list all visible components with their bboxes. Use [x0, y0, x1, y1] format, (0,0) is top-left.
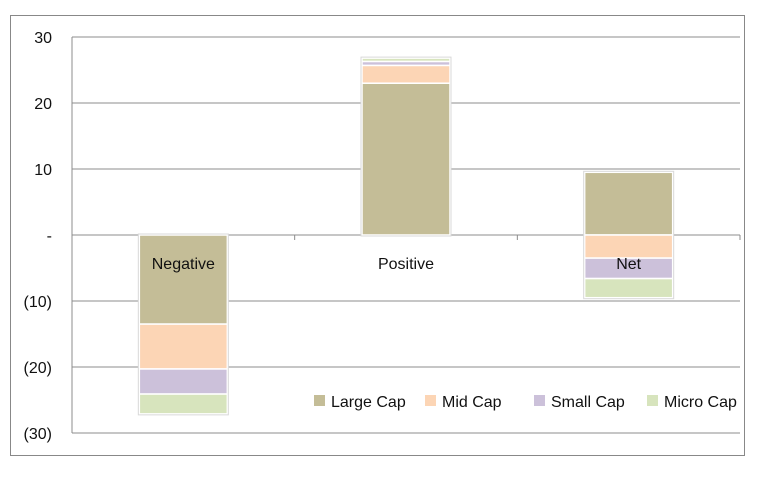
y-tick-label: (10)	[24, 294, 52, 311]
bar-segment-mid-cap	[361, 64, 451, 84]
bars	[137, 56, 675, 416]
bar-segment-mid-cap	[583, 234, 674, 259]
bar-segment-large-cap	[583, 171, 674, 236]
y-tick-label: 20	[34, 96, 52, 113]
legend-label-small-cap: Small Cap	[551, 394, 625, 411]
bar-outline	[583, 170, 675, 300]
category-labels: Negative Positive Net	[152, 256, 642, 273]
bar-segment-micro-cap	[138, 393, 229, 415]
bar-segment-mid-cap	[138, 323, 229, 370]
legend-label-micro-cap: Micro Cap	[664, 394, 737, 411]
category-label-net: Net	[616, 256, 641, 273]
legend-swatch-mid-cap	[425, 395, 436, 406]
bar-outline	[137, 233, 229, 416]
y-axis: 30 20 10 - (10) (20) (30)	[24, 30, 741, 443]
bar-segment-micro-cap	[583, 277, 674, 299]
y-tick-label: -	[47, 228, 52, 245]
category-label-positive: Positive	[378, 256, 434, 273]
legend-swatch-micro-cap	[647, 395, 658, 406]
legend-label-large-cap: Large Cap	[331, 394, 406, 411]
legend-swatch-large-cap	[314, 395, 325, 406]
bar-segment-micro-cap	[361, 57, 451, 63]
y-tick-label: 30	[34, 30, 52, 47]
bar-outline	[360, 56, 452, 237]
bar-segment-large-cap	[138, 234, 229, 325]
legend: Large Cap Mid Cap Small Cap Micro Cap	[314, 394, 737, 411]
y-tick-label: 10	[34, 162, 52, 179]
bar-segment-large-cap	[361, 82, 451, 236]
y-tick-label: (30)	[24, 426, 52, 443]
legend-swatch-small-cap	[534, 395, 545, 406]
category-label-negative: Negative	[152, 256, 215, 273]
bar-segment-small-cap	[138, 368, 229, 395]
legend-label-mid-cap: Mid Cap	[442, 394, 502, 411]
y-tick-label: (20)	[24, 360, 52, 377]
